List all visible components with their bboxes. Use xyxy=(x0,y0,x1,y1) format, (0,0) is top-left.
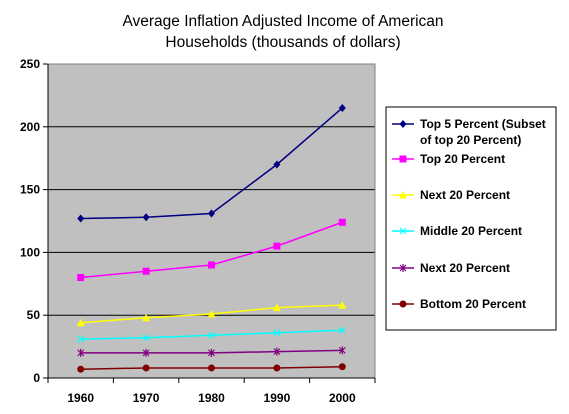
legend-box xyxy=(385,106,557,331)
x-tick-label: 1980 xyxy=(198,391,225,405)
data-point xyxy=(77,365,85,373)
data-point xyxy=(142,313,151,322)
data-point xyxy=(338,218,346,226)
y-tick-label: 250 xyxy=(20,57,40,71)
data-point xyxy=(208,348,215,357)
chart-title: Average Inflation Adjusted Income of Ame… xyxy=(122,13,443,51)
plot-area: 0 50 100 150 200 250 1960 1970 1980 1990 2000 xyxy=(20,57,376,405)
legend-marker xyxy=(399,191,407,199)
data-point xyxy=(208,209,215,218)
legend-label: Bottom 20 Percent xyxy=(420,297,526,311)
data-point xyxy=(338,326,346,334)
data-point xyxy=(273,160,281,169)
x-tick-label: 1990 xyxy=(264,391,291,405)
x-tick-label: 1970 xyxy=(133,391,160,405)
plot-background xyxy=(48,64,375,378)
legend-item: Top 20 Percent xyxy=(392,152,505,166)
data-point xyxy=(207,309,216,318)
data-point xyxy=(272,303,281,312)
y-tick-label: 100 xyxy=(20,245,40,259)
legend-item: Top 5 Percent (Subset of top 20 Percent) xyxy=(392,117,546,147)
legend-marker xyxy=(399,227,407,235)
data-point xyxy=(77,348,85,357)
x-tick-label: 2000 xyxy=(329,391,356,405)
data-point xyxy=(338,346,346,355)
data-point xyxy=(338,103,346,112)
legend-label: of top 20 Percent) xyxy=(420,133,521,147)
legend-marker xyxy=(399,120,407,128)
data-point xyxy=(142,348,150,357)
data-point xyxy=(142,267,150,275)
legend-label: Top 20 Percent xyxy=(420,152,505,166)
data-point xyxy=(142,364,150,372)
legend-marker xyxy=(399,264,407,272)
data-point xyxy=(142,334,150,342)
y-tick-label: 50 xyxy=(27,308,41,322)
data-point xyxy=(76,318,85,327)
legend-label: Top 5 Percent (Subset xyxy=(420,117,546,131)
chart-title-line: Households (thousands of dollars) xyxy=(165,34,400,51)
data-point xyxy=(142,213,150,222)
series-6 xyxy=(77,363,346,373)
chart-title-line: Average Inflation Adjusted Income of Ame… xyxy=(122,13,443,30)
series-1 xyxy=(77,103,346,223)
data-point xyxy=(273,347,281,356)
series-4 xyxy=(77,326,346,343)
legend-item: Next 20 Percent xyxy=(392,188,510,202)
data-point xyxy=(338,301,347,309)
data-point xyxy=(338,363,346,371)
legend-label: Middle 20 Percent xyxy=(420,224,522,238)
y-tick-label: 0 xyxy=(33,371,40,385)
legend-label: Next 20 Percent xyxy=(420,188,510,202)
series-2 xyxy=(77,218,346,282)
legend-marker xyxy=(399,300,407,308)
legend-item: Next 20 Percent xyxy=(392,261,510,275)
data-point xyxy=(208,331,215,339)
data-point xyxy=(273,364,281,372)
y-tick-label: 150 xyxy=(20,183,40,197)
data-point xyxy=(77,335,85,343)
data-point xyxy=(208,364,215,372)
data-point xyxy=(77,274,85,282)
data-point xyxy=(273,329,281,337)
legend-item: Bottom 20 Percent xyxy=(392,297,526,311)
legend-marker xyxy=(399,155,407,163)
series-5 xyxy=(77,346,346,357)
x-tick-label: 1960 xyxy=(67,391,94,405)
data-point xyxy=(273,242,281,250)
legend-label: Next 20 Percent xyxy=(420,261,510,275)
data-point xyxy=(208,261,215,269)
legend-item: Middle 20 Percent xyxy=(392,224,522,238)
series-3 xyxy=(76,301,347,327)
y-tick-label: 200 xyxy=(20,120,40,134)
data-point xyxy=(77,214,85,223)
